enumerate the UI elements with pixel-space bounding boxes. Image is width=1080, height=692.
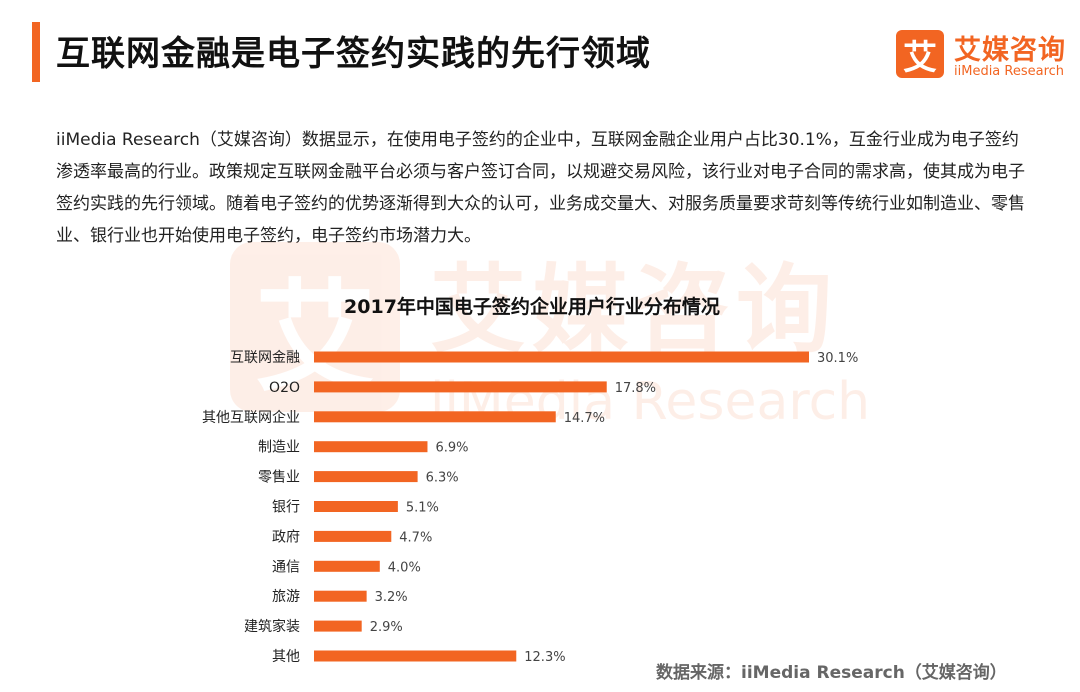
bar [314, 620, 362, 632]
category-label: 旅游 [272, 589, 300, 605]
value-label: 6.9% [435, 441, 468, 456]
value-label: 5.1% [406, 501, 439, 516]
category-label: 其他 [272, 649, 300, 665]
value-label: 3.2% [375, 590, 408, 605]
category-label: 通信 [272, 559, 300, 575]
bar [314, 411, 556, 423]
value-label: 30.1% [817, 351, 858, 366]
value-label: 2.9% [370, 620, 403, 635]
intro-paragraph: iiMedia Research（艾媒咨询）数据显示，在使用电子签约的企业中，互… [56, 130, 1025, 246]
category-label: 建筑家装 [244, 618, 300, 635]
category-label: 制造业 [258, 440, 300, 456]
category-label: 互联网金融 [230, 350, 300, 366]
value-label: 12.3% [524, 650, 565, 665]
value-label: 4.7% [399, 530, 432, 545]
page-title: 互联网金融是电子签约实践的先行领域 [56, 34, 651, 74]
brand-logo: 艾 艾媒咨询 iiMedia Research [896, 30, 1072, 82]
category-label: 政府 [272, 529, 300, 545]
bar [314, 381, 607, 393]
logo-name-en: iiMedia Research [954, 64, 1065, 79]
bar [314, 650, 517, 662]
value-label: 6.3% [426, 471, 459, 486]
value-label: 4.0% [388, 560, 421, 575]
category-label: O2O [269, 380, 300, 396]
bar [314, 441, 428, 453]
bar [314, 501, 398, 512]
chart-title: 2017年中国电子签约企业用户行业分布情况 [344, 295, 720, 318]
value-label: 17.8% [615, 381, 656, 396]
bar [314, 351, 809, 363]
value-label: 14.7% [564, 411, 605, 426]
logo-name-cn: 艾媒咨询 [954, 35, 1066, 66]
bar [314, 471, 418, 483]
category-label: 其他互联网企业 [202, 409, 300, 426]
industry-distribution-chart: 2017年中国电子签约企业用户行业分布情况 互联网金融 30.1% O2O 17.8%… [202, 295, 858, 665]
bar [314, 530, 392, 542]
category-label: 银行 [272, 500, 300, 516]
data-source-note: 数据来源：iiMedia Research（艾媒咨询） [656, 663, 1007, 683]
bar-group: 互联网金融 30.1% O2O 17.8% 其他互联网企业 14.7% 制造业 6.9% 零售业… [202, 350, 858, 665]
category-label: 零售业 [258, 470, 300, 486]
bar [314, 560, 380, 572]
bar [314, 590, 367, 602]
title-accent-bar [32, 22, 40, 82]
logo-mark-icon: 艾 [896, 30, 944, 78]
